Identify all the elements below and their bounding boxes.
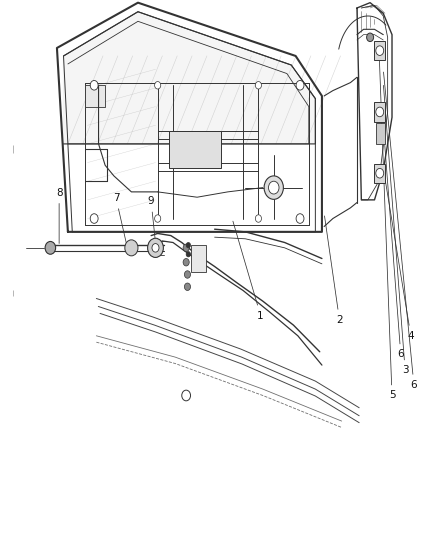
Text: 1: 1 <box>233 221 264 320</box>
Circle shape <box>184 283 191 290</box>
Circle shape <box>255 215 261 222</box>
Text: 7: 7 <box>113 193 127 244</box>
Text: 2: 2 <box>325 216 343 325</box>
Bar <box>191 245 206 272</box>
Text: 9: 9 <box>148 197 155 240</box>
Circle shape <box>296 80 304 90</box>
Bar <box>374 102 385 122</box>
Circle shape <box>186 243 191 248</box>
Text: 6: 6 <box>383 128 404 359</box>
Bar <box>374 164 385 183</box>
Circle shape <box>255 82 261 89</box>
Circle shape <box>155 215 161 222</box>
Text: 6: 6 <box>384 72 417 390</box>
Circle shape <box>186 252 191 257</box>
Circle shape <box>376 46 384 55</box>
Text: 5: 5 <box>379 48 396 400</box>
Circle shape <box>90 80 98 90</box>
Text: 8: 8 <box>56 188 63 244</box>
Bar <box>376 123 385 144</box>
Circle shape <box>125 240 138 256</box>
Bar <box>374 41 385 60</box>
Circle shape <box>183 244 189 252</box>
Circle shape <box>296 214 304 223</box>
Circle shape <box>155 82 161 89</box>
Circle shape <box>268 181 279 194</box>
Text: 4: 4 <box>384 171 414 341</box>
Bar <box>169 131 221 168</box>
Circle shape <box>367 33 374 42</box>
Polygon shape <box>64 12 315 144</box>
Bar <box>85 85 105 107</box>
Circle shape <box>183 259 189 266</box>
Circle shape <box>148 238 163 257</box>
Text: 3: 3 <box>383 85 409 375</box>
Circle shape <box>182 390 191 401</box>
Circle shape <box>152 244 159 252</box>
Circle shape <box>184 271 191 278</box>
Circle shape <box>376 107 384 117</box>
Circle shape <box>264 176 283 199</box>
Circle shape <box>45 241 56 254</box>
Circle shape <box>90 214 98 223</box>
Circle shape <box>376 168 384 178</box>
